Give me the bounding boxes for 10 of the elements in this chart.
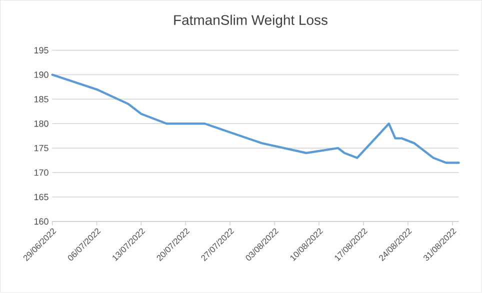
y-tick-label: 160 <box>34 218 48 225</box>
y-tick-label: 175 <box>34 145 48 152</box>
line-series <box>51 74 460 164</box>
y-tick-label: 195 <box>34 47 48 54</box>
y-tick-label: 180 <box>34 120 48 127</box>
y-tick-label: 185 <box>34 96 48 102</box>
y-tick-label: 165 <box>34 194 48 200</box>
y-tick-label: 190 <box>34 72 48 78</box>
y-tick-label: 170 <box>34 169 48 176</box>
chart-title: FatmanSlim Weight Loss <box>174 14 328 28</box>
